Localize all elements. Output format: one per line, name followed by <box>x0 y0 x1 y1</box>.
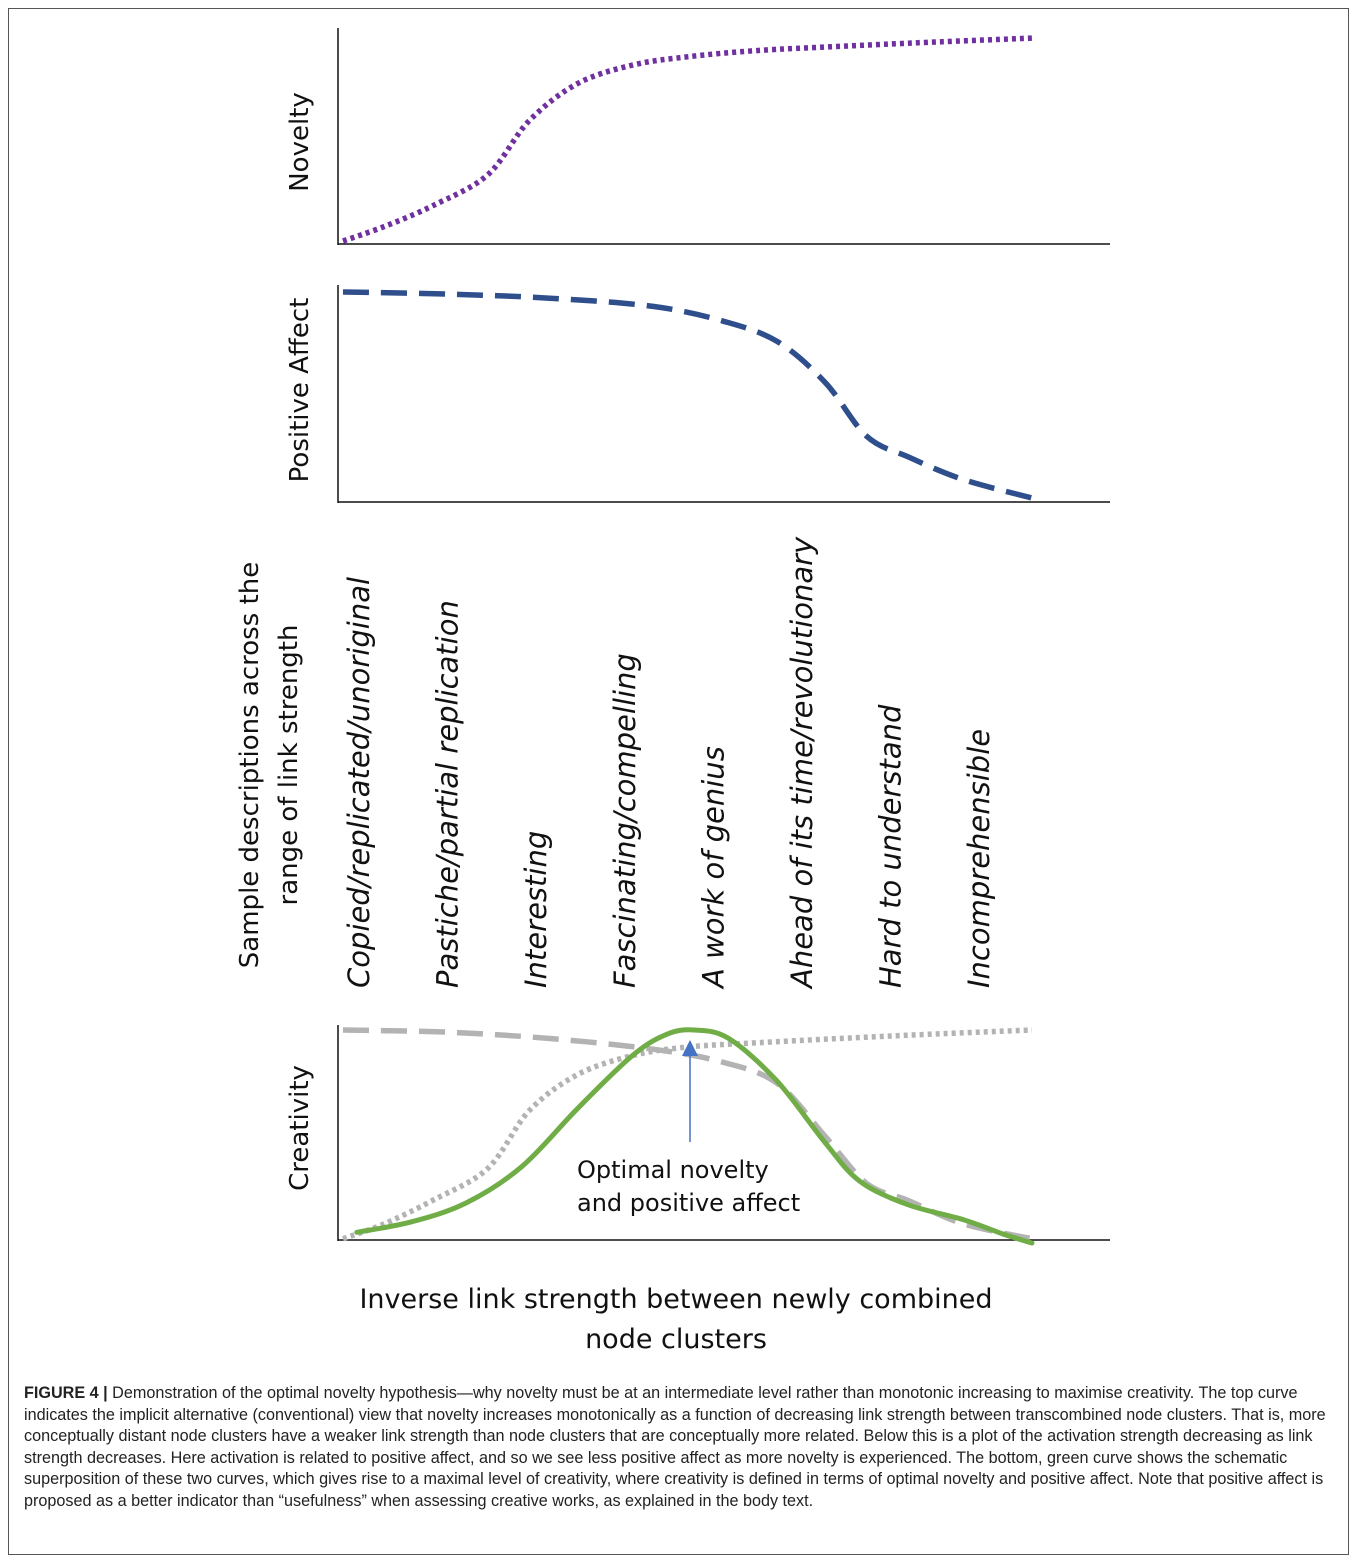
description-item: Hard to understand <box>874 704 908 988</box>
x-axis-title-line1: Inverse link strength between newly comb… <box>359 1284 992 1315</box>
affect-panel: Positive Affect <box>285 285 1110 503</box>
creativity-curve <box>354 1027 1035 1246</box>
description-items: Copied/replicated/unoriginal Pastiche/par… <box>342 536 996 990</box>
descriptions-title-line1: Sample descriptions across the <box>235 562 265 968</box>
novelty-panel: Novelty <box>285 28 1110 245</box>
description-item: Ahead of its time/revolutionary <box>785 536 819 990</box>
description-item: Pastiche/partial replication <box>431 600 465 988</box>
novelty-curve <box>342 35 1033 244</box>
creativity-novelty-ghost-curve <box>342 1027 1033 1242</box>
figure-frame <box>8 8 1349 1555</box>
figure-caption: FIGURE 4 | Demonstration of the optimal … <box>24 1383 1336 1512</box>
creativity-panel: Creativity Optimal novelty and positive … <box>285 1025 1110 1246</box>
descriptions-title-line2: range of link strength <box>274 625 304 906</box>
figure-canvas: Novelty Positive Affect Sample descripti… <box>235 28 1110 1355</box>
descriptions-block: Sample descriptions across the range of … <box>235 536 996 990</box>
description-item: A work of genius <box>696 746 730 990</box>
caption-text: Demonstration of the optimal novelty hyp… <box>24 1384 1326 1510</box>
annotation-line2: and positive affect <box>577 1189 800 1217</box>
affect-axis-title: Positive Affect <box>285 298 315 483</box>
caption-label: FIGURE 4 | <box>24 1384 108 1402</box>
description-item: Interesting <box>519 831 553 988</box>
x-axis-title-line2: node clusters <box>585 1324 767 1355</box>
creativity-axis-title: Creativity <box>285 1065 315 1191</box>
novelty-axis-title: Novelty <box>285 92 315 192</box>
annotation-line1: Optimal novelty <box>577 1156 769 1184</box>
creativity-affect-ghost-curve <box>342 1027 1033 1242</box>
optimal-point-arrowhead <box>682 1040 698 1056</box>
positive-affect-curve <box>342 289 1033 501</box>
description-item: Fascinating/compelling <box>608 653 642 988</box>
description-item: Incomprehensible <box>962 729 996 988</box>
description-item: Copied/replicated/unoriginal <box>342 577 376 988</box>
